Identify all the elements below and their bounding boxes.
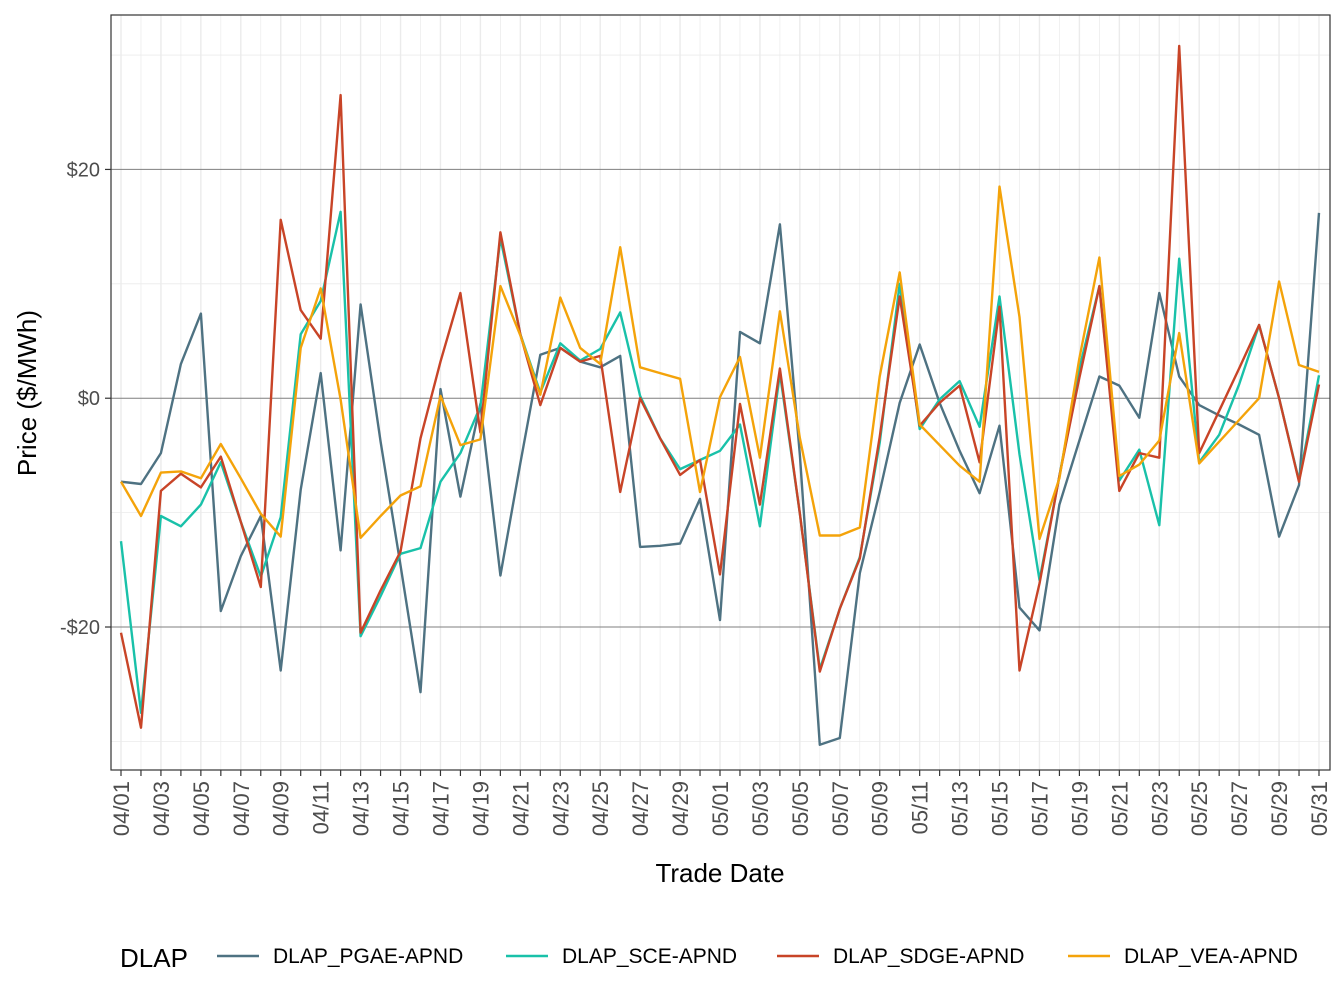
x-tick-label: 05/15	[988, 781, 1013, 836]
series-line-dlap-sdge-apnd	[119, 44, 1321, 729]
y-tick-label: -$20	[60, 617, 100, 639]
x-tick-label: 05/23	[1147, 781, 1172, 836]
x-tick-label: 05/05	[788, 781, 813, 836]
legend-label: DLAP_VEA-APND	[1124, 945, 1298, 968]
x-tick-label: 04/17	[428, 781, 453, 836]
x-tick-label: 04/25	[588, 781, 613, 836]
x-tick-label: 05/13	[948, 781, 973, 836]
legend-label: DLAP_SCE-APND	[562, 945, 737, 968]
x-tick-label: 04/15	[389, 781, 414, 836]
x-tick-label: 05/17	[1027, 781, 1052, 836]
x-axis-title: Trade Date	[655, 858, 784, 888]
legend-label: DLAP_PGAE-APND	[273, 945, 463, 968]
legend-title: DLAP	[120, 943, 188, 973]
minor-gridlines	[111, 15, 1330, 770]
x-tick-label: 04/29	[668, 781, 693, 836]
x-tick-label: 05/03	[748, 781, 773, 836]
x-tick-label: 04/21	[508, 781, 533, 836]
series-line-dlap-pgae-apnd	[120, 212, 1321, 746]
x-tick-label: 05/27	[1227, 781, 1252, 836]
x-tick-label: 05/21	[1107, 781, 1132, 836]
legend-label: DLAP_SDGE-APND	[833, 945, 1024, 968]
x-tick-label: 05/31	[1307, 781, 1332, 836]
x-tick-label: 05/07	[828, 781, 853, 836]
x-tick-label: 04/07	[229, 781, 254, 836]
y-tick-label: $0	[78, 388, 100, 410]
x-tick-label: 05/11	[908, 781, 933, 834]
x-tick-label: 04/27	[628, 781, 653, 836]
x-tick-label: 05/19	[1067, 781, 1092, 836]
x-tick-label: 04/01	[109, 781, 134, 836]
x-tick-label: 05/25	[1187, 781, 1212, 836]
x-tick-label: 05/09	[868, 781, 893, 836]
x-axis: 04/01 04/03 04/05 04/07 04/09 04/11 04/13 04/15…	[109, 770, 1332, 836]
x-tick-label: 05/29	[1267, 781, 1292, 836]
x-tick-label: 04/03	[149, 781, 174, 836]
x-tick-label: 04/19	[468, 781, 493, 836]
y-axis-title: Price ($/MWh)	[12, 310, 42, 476]
x-tick-label: 04/05	[189, 781, 214, 836]
series-lines	[119, 44, 1321, 746]
x-tick-label: 04/11	[309, 781, 334, 834]
x-tick-label: 04/09	[269, 781, 294, 836]
x-tick-label: 04/23	[548, 781, 573, 836]
x-tick-label: 05/01	[708, 781, 733, 836]
series-line-dlap-vea-apnd	[119, 185, 1320, 541]
legend: DLAP DLAP_PGAE-APND DLAP_SCE-APND DLAP_SDG…	[120, 943, 1298, 973]
y-axis: -$20 $0 $20	[60, 159, 111, 639]
x-tick-label: 04/13	[349, 781, 374, 836]
y-tick-label: $20	[67, 159, 100, 181]
